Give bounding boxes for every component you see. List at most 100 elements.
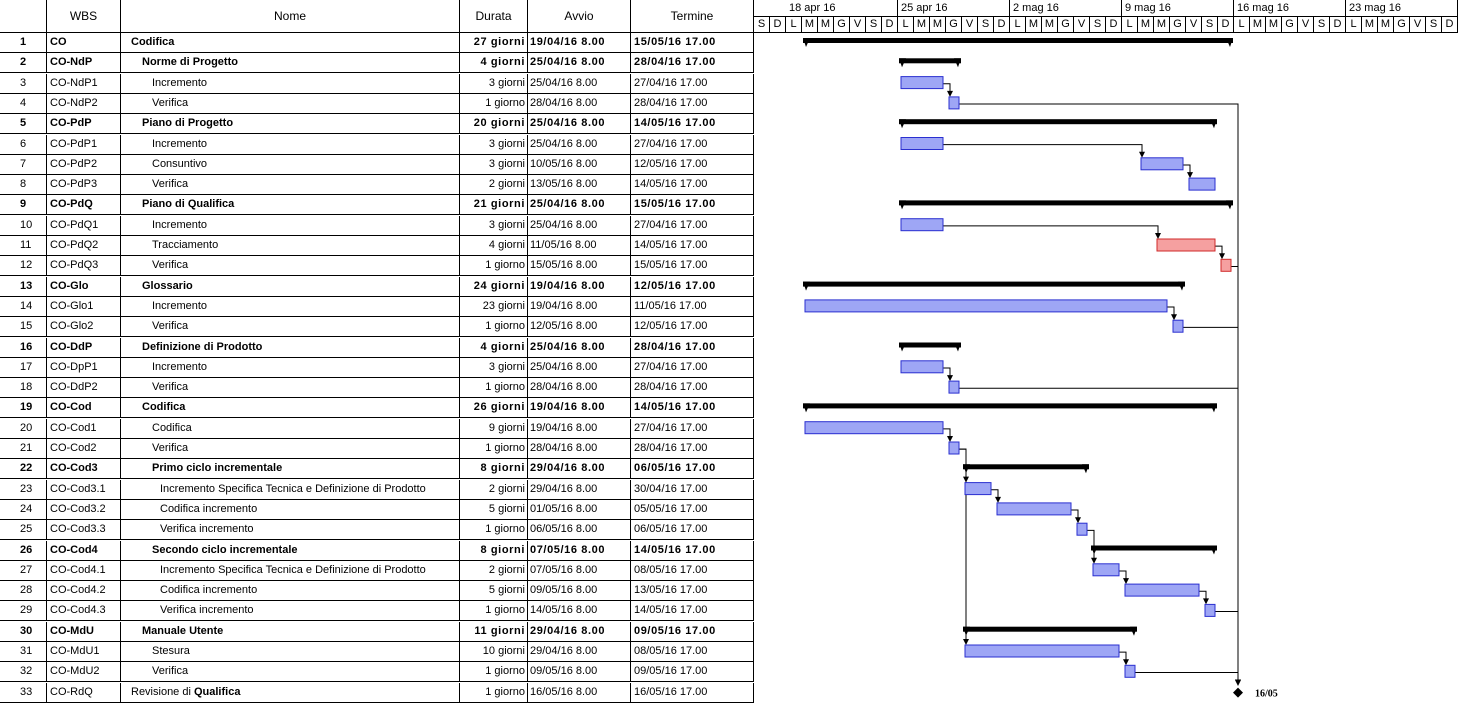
- cell-end[interactable]: 06/05/16 17.00: [631, 459, 754, 480]
- cell-name[interactable]: Tracciamento: [121, 236, 460, 256]
- col-header-wbs[interactable]: WBS: [47, 0, 121, 33]
- cell-duration[interactable]: 2 giorni: [460, 479, 528, 500]
- cell-name[interactable]: Piano di Progetto: [121, 114, 460, 135]
- dependency-arrow[interactable]: [1091, 557, 1097, 564]
- cell-wbs[interactable]: CO-DdP2: [47, 378, 121, 399]
- cell-start[interactable]: 25/04/16 8.00: [528, 114, 631, 135]
- cell-wbs[interactable]: CO-PdP3: [47, 175, 121, 196]
- dependency-link[interactable]: [1119, 570, 1127, 581]
- cell-duration[interactable]: 4 giorni: [460, 236, 528, 256]
- cell-wbs[interactable]: CO-Cod4.1: [47, 560, 121, 581]
- cell-wbs[interactable]: CO-PdP: [47, 114, 121, 135]
- cell-duration[interactable]: 10 giorni: [460, 642, 528, 662]
- table-row[interactable]: 7 CO-PdP2 Consuntivo 3 giorni 10/05/16 8.00 1…: [0, 154, 754, 175]
- dependency-link[interactable]: [1183, 164, 1191, 175]
- cell-wbs[interactable]: CO-NdP1: [47, 73, 121, 94]
- cell-end[interactable]: 06/05/16 17.00: [631, 520, 754, 541]
- cell-start[interactable]: 28/04/16 8.00: [528, 439, 631, 459]
- table-row[interactable]: 28 CO-Cod4.2 Codifica incremento 5 giorni 09…: [0, 581, 754, 602]
- task-bar[interactable]: [948, 441, 960, 455]
- table-row[interactable]: 13 CO-Glo Glossario 24 giorni 19/04/16 8.00 1…: [0, 276, 754, 297]
- summary-bar[interactable]: [899, 200, 1233, 206]
- dependency-link[interactable]: [943, 144, 1143, 154]
- task-bar[interactable]: [948, 380, 960, 394]
- cell-end[interactable]: 13/05/16 17.00: [631, 581, 754, 602]
- cell-id[interactable]: 2: [0, 53, 47, 74]
- summary-end-cap[interactable]: [1210, 545, 1217, 555]
- dependency-link[interactable]: [991, 489, 999, 499]
- cell-duration[interactable]: 1 giorno: [460, 682, 528, 703]
- cell-end[interactable]: 11/05/16 17.00: [631, 296, 754, 317]
- table-row[interactable]: 8 CO-PdP3 Verifica 2 giorni 13/05/16 8.00 14/…: [0, 175, 754, 196]
- summary-bar[interactable]: [899, 58, 961, 64]
- cell-duration[interactable]: 20 giorni: [460, 114, 528, 135]
- table-row[interactable]: 4 CO-NdP2 Verifica 1 giorno 28/04/16 8.00 28/…: [0, 93, 754, 114]
- cell-wbs[interactable]: CO-Cod3.2: [47, 499, 121, 520]
- summary-bar[interactable]: [803, 403, 1217, 409]
- col-header-start[interactable]: Avvio: [528, 0, 631, 33]
- cell-name[interactable]: Revisione di Qualifica: [121, 682, 460, 703]
- cell-wbs[interactable]: CO-Cod3.3: [47, 520, 121, 541]
- cell-start[interactable]: 28/04/16 8.00: [528, 378, 631, 399]
- cell-start[interactable]: 07/05/16 8.00: [528, 560, 631, 581]
- cell-wbs[interactable]: CO-DpP1: [47, 357, 121, 378]
- table-row[interactable]: 20 CO-Cod1 Codifica 9 giorni 19/04/16 8.00 27…: [0, 418, 754, 439]
- dependency-link[interactable]: [943, 225, 1159, 235]
- cell-start[interactable]: 28/04/16 8.00: [528, 93, 631, 114]
- table-row[interactable]: 24 CO-Cod3.2 Codifica incremento 5 giorni 01…: [0, 499, 754, 520]
- cell-duration[interactable]: 1 giorno: [460, 93, 528, 114]
- cell-start[interactable]: 25/04/16 8.00: [528, 134, 631, 155]
- task-bar[interactable]: [1204, 603, 1216, 617]
- summary-end-cap[interactable]: [1082, 464, 1089, 474]
- cell-wbs[interactable]: CO-PdQ: [47, 195, 121, 216]
- summary-start-cap[interactable]: [803, 281, 810, 291]
- cell-id[interactable]: 30: [0, 621, 47, 642]
- dependency-link[interactable]: [1199, 590, 1207, 601]
- cell-start[interactable]: 11/05/16 8.00: [528, 236, 631, 256]
- cell-name[interactable]: Codifica: [121, 398, 460, 419]
- table-row[interactable]: 10 CO-PdQ1 Incremento 3 giorni 25/04/16 8.00…: [0, 215, 754, 236]
- cell-id[interactable]: 8: [0, 175, 47, 196]
- cell-name[interactable]: Verifica incremento: [121, 601, 460, 622]
- summary-bar[interactable]: [963, 464, 1089, 470]
- cell-start[interactable]: 16/05/16 8.00: [528, 682, 631, 703]
- cell-duration[interactable]: 3 giorni: [460, 73, 528, 94]
- cell-end[interactable]: 12/05/16 17.00: [631, 276, 754, 297]
- cell-start[interactable]: 07/05/16 8.00: [528, 540, 631, 561]
- col-header-name[interactable]: Nome: [121, 0, 460, 33]
- table-row[interactable]: 9 CO-PdQ Piano di Qualifica 21 giorni 25/04/…: [0, 195, 754, 216]
- cell-id[interactable]: 17: [0, 357, 47, 378]
- cell-end[interactable]: 14/05/16 17.00: [631, 601, 754, 622]
- cell-start[interactable]: 15/05/16 8.00: [528, 256, 631, 277]
- cell-start[interactable]: 29/04/16 8.00: [528, 479, 631, 500]
- cell-wbs[interactable]: CO-MdU2: [47, 662, 121, 683]
- task-bar[interactable]: [1076, 522, 1088, 536]
- cell-name[interactable]: Verifica: [121, 256, 460, 277]
- cell-id[interactable]: 13: [0, 276, 47, 297]
- summary-end-cap[interactable]: [1178, 281, 1185, 291]
- table-row[interactable]: 15 CO-Glo2 Verifica 1 giorno 12/05/16 8.00 12…: [0, 317, 754, 338]
- table-row[interactable]: 17 CO-DpP1 Incremento 3 giorni 25/04/16 8.00…: [0, 357, 754, 378]
- task-bar[interactable]: [1172, 319, 1184, 333]
- cell-end[interactable]: 30/04/16 17.00: [631, 479, 754, 500]
- dependency-link[interactable]: [943, 428, 951, 438]
- cell-end[interactable]: 15/05/16 17.00: [631, 256, 754, 277]
- dependency-arrow[interactable]: [963, 639, 969, 645]
- cell-duration[interactable]: 2 giorni: [460, 560, 528, 581]
- table-row[interactable]: 5 CO-PdP Piano di Progetto 20 giorni 25/04/1…: [0, 114, 754, 135]
- task-bar[interactable]: [1140, 157, 1184, 171]
- cell-duration[interactable]: 1 giorno: [460, 601, 528, 622]
- cell-end[interactable]: 15/05/16 17.00: [631, 195, 754, 216]
- dependency-link[interactable]: [1183, 326, 1239, 682]
- task-bar[interactable]: [948, 96, 960, 110]
- cell-name[interactable]: Incremento: [121, 357, 460, 378]
- cell-id[interactable]: 18: [0, 378, 47, 399]
- task-bar[interactable]: [900, 360, 944, 374]
- cell-duration[interactable]: 1 giorno: [460, 378, 528, 399]
- cell-id[interactable]: 21: [0, 439, 47, 459]
- cell-id[interactable]: 10: [0, 215, 47, 236]
- summary-end-cap[interactable]: [954, 342, 961, 352]
- cell-id[interactable]: 1: [0, 33, 47, 53]
- cell-duration[interactable]: 5 giorni: [460, 581, 528, 602]
- table-row[interactable]: 16 CO-DdP Definizione di Prodotto 4 giorni 2…: [0, 337, 754, 358]
